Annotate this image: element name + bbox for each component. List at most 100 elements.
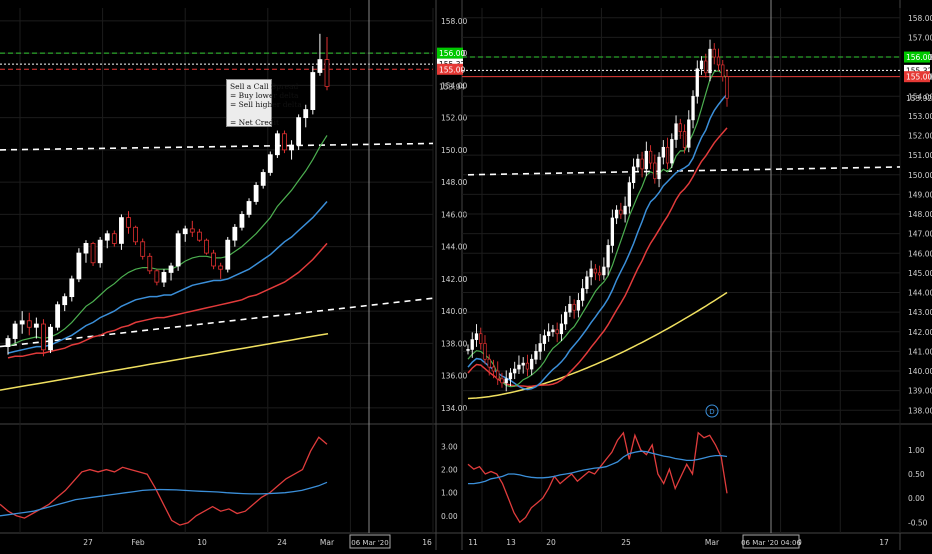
dividend-marker-icon [705,404,719,418]
price-label-text: 153.94 [439,82,465,91]
candle-body [585,276,589,289]
candle-body [716,56,721,66]
candle-body [483,343,487,360]
candle-body [246,201,252,215]
x-tick-label: 25 [621,538,631,547]
candle-body [653,162,657,180]
candle-body [721,64,725,78]
y-tick-label: 152.00 [908,132,932,141]
price-label-text: 153.92 [906,94,932,103]
candle-body [682,131,687,148]
ema-green-line [7,135,328,348]
price-label-text: 156.00 [906,53,932,62]
candle-body [487,358,491,368]
candle-body [534,351,538,360]
y-tick-label: 158.00 [908,14,932,23]
candle-body [517,364,521,370]
osc-y-tick-label: -0.50 [908,518,928,527]
candle-body [674,123,678,140]
candle-body [33,323,39,328]
annotation-line-3: = Sell higher delta [230,100,302,109]
candle-body [597,272,602,276]
osc-blue-line [468,450,728,485]
ema-blue-line [7,201,328,354]
y-tick-label: 150.00 [908,171,932,180]
candle-body [76,252,82,280]
candle-body [491,366,496,372]
candle-body [564,311,568,325]
x-tick-label: Mar [705,538,720,547]
candle-body [303,109,309,119]
price-label-bg [437,63,463,75]
x-tick-label: 11 [468,538,478,547]
candle-body [695,68,699,97]
candle-body [260,172,266,186]
x-tick-label: 27 [83,538,93,547]
candle-body [623,205,627,215]
y-tick-label: 152.00 [441,114,467,123]
y-tick-label: 144.00 [908,289,932,298]
candle-body [62,296,68,306]
candle-body [614,209,619,219]
x-tick-label: 10 [197,538,207,547]
candle-body [525,362,530,370]
y-tick-label: 154.00 [441,81,467,90]
candle-body [19,320,25,325]
y-tick-label: 149.00 [908,190,932,199]
candle-body [708,48,712,74]
candle-body [90,243,96,264]
candle-body [69,278,75,298]
annotation-line-5: = Net Credit [230,118,280,127]
call-spread-annotation[interactable]: Sell a Call Spread = Buy lower delta = S… [226,79,302,127]
candle-body [175,233,181,267]
crosshair-date-box [742,534,800,549]
candle-body [474,333,479,340]
y-tick-label: 154.00 [908,92,932,101]
x-tick-label: Mar [320,538,335,547]
price-label-bg [904,64,930,76]
candle-body [274,133,280,156]
candle-body [296,117,302,146]
y-tick-label: 134.00 [441,404,467,413]
y-tick-label: 158.00 [441,17,467,26]
y-tick-label: 140.00 [441,307,467,316]
candle-body [551,329,555,333]
candle-body [687,119,691,148]
candle-body [691,95,695,121]
candle-body [161,272,167,283]
x-tick-label: 16 [422,538,432,547]
candle-body [189,228,195,233]
candle-body [232,226,238,241]
candle-body [470,339,474,350]
candle-body [26,320,32,328]
candle-body [182,228,188,235]
candle-body [83,243,89,254]
candle-body [126,217,131,228]
candle-body [670,139,674,164]
candle-body [657,156,661,180]
y-tick-label: 142.00 [908,328,932,337]
x-tick-label: 13 [506,538,516,547]
candle-body [154,270,160,283]
candle-body [576,300,581,311]
dividend-marker-label: D [709,408,714,416]
candle-body [547,331,551,337]
candle-body [466,349,470,351]
candle-body [204,239,209,254]
candle-body [619,209,623,215]
x-tick-label: 17 [879,538,889,547]
candle-body [542,335,547,344]
price-label-bg [437,47,463,59]
candle-body [538,343,542,352]
ema-blue-line [467,93,728,391]
osc-y-tick-label: 2.00 [441,466,458,475]
candle-body [147,255,153,272]
y-tick-label: 153.00 [908,112,932,121]
y-tick-label: 146.00 [441,210,467,219]
candle-body [41,323,46,351]
osc-y-tick-label: 0.00 [908,494,925,503]
y-tick-label: 142.00 [441,275,467,284]
candle-body [55,304,61,328]
